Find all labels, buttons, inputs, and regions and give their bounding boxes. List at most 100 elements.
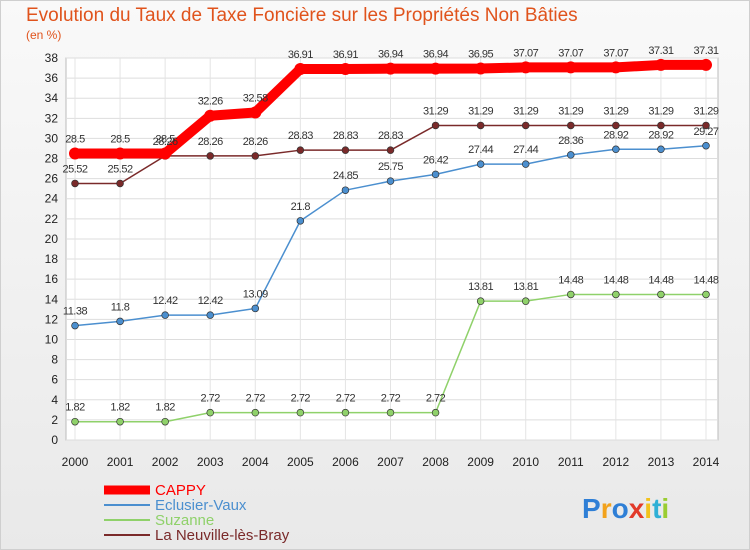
data-label: 14.48 [603, 274, 628, 286]
data-label: 1.82 [65, 402, 85, 414]
data-label: 12.42 [198, 295, 223, 307]
data-point [251, 304, 260, 313]
data-label: 31.29 [648, 105, 673, 117]
x-tick-label: 2012 [603, 455, 630, 469]
x-tick-label: 2011 [558, 455, 584, 469]
data-point [612, 290, 620, 299]
data-label: 24.85 [333, 170, 358, 182]
data-label: 32.58 [243, 92, 268, 104]
legend-entry: Eclusier-Vaux [155, 497, 247, 514]
logo-letter: i [661, 493, 669, 524]
data-label: 36.94 [378, 49, 403, 61]
data-point [204, 109, 217, 122]
data-label: 27.44 [468, 144, 493, 156]
y-tick-label: 16 [45, 272, 59, 286]
series-layer [69, 58, 712, 426]
chart-title: Evolution du Taux de Taxe Foncière sur l… [26, 5, 578, 26]
data-point [567, 290, 575, 299]
data-label: 1.82 [155, 402, 175, 414]
data-point [161, 417, 169, 426]
data-point [296, 146, 305, 154]
data-label: 28.92 [603, 129, 628, 141]
data-point [71, 321, 79, 330]
data-label: 2.72 [426, 393, 446, 405]
data-point [386, 146, 395, 154]
y-tick-label: 34 [45, 91, 59, 105]
data-point [341, 146, 350, 154]
data-label: 28.5 [65, 134, 85, 146]
data-label: 28.83 [288, 130, 313, 142]
data-point [71, 179, 79, 188]
y-tick-label: 8 [51, 353, 58, 367]
data-point [114, 147, 127, 160]
y-tick-label: 28 [45, 152, 59, 166]
data-point [69, 147, 81, 160]
data-point [71, 417, 79, 426]
y-tick-label: 12 [45, 312, 59, 326]
data-point [612, 145, 620, 154]
y-tick-label: 30 [45, 131, 59, 145]
data-point [657, 121, 665, 130]
x-tick-label: 2009 [467, 455, 494, 469]
data-point [116, 317, 124, 326]
data-label: 31.29 [468, 105, 493, 117]
data-label: 13.81 [513, 281, 538, 293]
data-label: 1.82 [110, 402, 130, 414]
data-label: 28.26 [198, 136, 223, 148]
y-tick-label: 6 [51, 373, 58, 387]
data-point [339, 62, 352, 75]
plot-area [65, 57, 719, 441]
legend-entry: Suzanne [155, 512, 214, 529]
data-point [612, 121, 620, 130]
y-tick-label: 10 [45, 332, 59, 346]
data-point [657, 290, 665, 299]
logo-letter: i [644, 493, 652, 524]
data-label: 21.8 [291, 201, 311, 213]
data-label: 31.29 [558, 105, 583, 117]
data-label: 28.83 [333, 130, 358, 142]
y-tick-label: 18 [45, 252, 59, 266]
proxiti-logo: Proxiti [582, 493, 669, 524]
y-tick-label: 2 [51, 413, 58, 427]
data-label: 28.26 [243, 136, 268, 148]
data-point [521, 121, 530, 130]
logo-letter: o [612, 493, 629, 524]
data-point [657, 145, 665, 154]
data-label: 25.52 [108, 163, 133, 175]
data-label: 28.83 [378, 130, 403, 142]
x-tick-label: 2008 [422, 455, 449, 469]
data-point [161, 311, 169, 319]
x-tick-label: 2007 [377, 455, 404, 469]
data-label: 31.29 [423, 105, 448, 117]
data-label: 2.72 [381, 393, 401, 405]
data-point [700, 58, 712, 71]
data-label: 28.5 [110, 134, 130, 146]
data-point [294, 62, 307, 75]
data-label: 36.95 [468, 49, 493, 61]
data-point [116, 417, 124, 426]
data-label: 25.75 [378, 161, 403, 173]
data-label: 28.36 [558, 135, 583, 147]
data-point [206, 311, 214, 319]
data-label: 37.31 [648, 45, 673, 57]
x-tick-label: 2001 [107, 455, 134, 469]
data-label: 28.92 [648, 129, 673, 141]
logo-letter: P [582, 493, 601, 524]
x-tick-label: 2014 [693, 455, 720, 469]
data-label: 12.42 [153, 295, 178, 307]
data-label: 14.48 [648, 274, 673, 286]
data-point [341, 186, 350, 194]
data-point [251, 152, 260, 160]
x-tick-label: 2013 [648, 455, 675, 469]
data-point [206, 152, 214, 160]
data-label: 28.26 [153, 136, 178, 148]
data-point [431, 121, 440, 130]
data-label: 36.91 [333, 49, 358, 61]
x-tick-label: 2005 [287, 455, 314, 469]
data-label: 31.29 [693, 105, 718, 117]
x-tick-label: 2010 [512, 455, 539, 469]
data-point [296, 408, 305, 417]
data-label: 36.94 [423, 49, 448, 61]
legend-entry: CAPPY [155, 482, 206, 499]
